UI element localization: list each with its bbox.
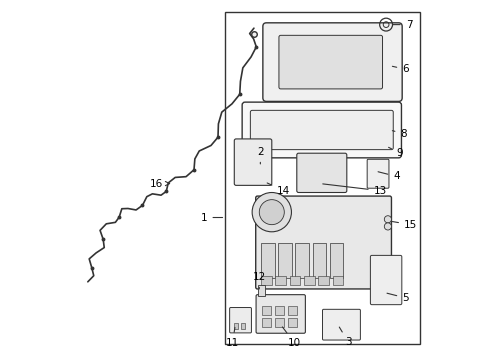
Bar — [330, 243, 343, 278]
Text: 13: 13 — [323, 184, 387, 196]
FancyBboxPatch shape — [279, 35, 383, 89]
Bar — [278, 243, 292, 278]
Text: 16: 16 — [149, 179, 170, 189]
Bar — [318, 276, 329, 285]
Text: 7: 7 — [392, 19, 413, 30]
Bar — [333, 276, 343, 285]
Bar — [262, 318, 271, 327]
Text: 3: 3 — [339, 327, 352, 347]
Bar — [261, 276, 272, 285]
FancyBboxPatch shape — [256, 196, 392, 289]
FancyBboxPatch shape — [250, 111, 393, 150]
Bar — [275, 318, 284, 327]
Bar — [234, 323, 238, 329]
Bar — [304, 276, 315, 285]
Bar — [288, 318, 297, 327]
Circle shape — [384, 216, 392, 223]
FancyBboxPatch shape — [297, 153, 347, 193]
Bar — [275, 306, 284, 315]
Text: 5: 5 — [387, 293, 409, 303]
Circle shape — [384, 223, 392, 230]
Text: 4: 4 — [378, 171, 400, 181]
Text: 14: 14 — [267, 183, 291, 196]
Text: 9: 9 — [389, 147, 403, 158]
Text: 1: 1 — [201, 212, 222, 222]
Bar — [241, 323, 245, 329]
FancyBboxPatch shape — [263, 23, 402, 102]
Text: 8: 8 — [392, 129, 407, 139]
FancyBboxPatch shape — [234, 139, 272, 185]
FancyBboxPatch shape — [370, 255, 402, 305]
Bar — [258, 285, 265, 296]
FancyBboxPatch shape — [367, 159, 389, 188]
FancyBboxPatch shape — [230, 307, 251, 333]
FancyBboxPatch shape — [322, 309, 360, 340]
Bar — [261, 243, 275, 278]
Bar — [290, 276, 300, 285]
FancyBboxPatch shape — [242, 102, 401, 158]
Text: 6: 6 — [392, 64, 409, 74]
FancyBboxPatch shape — [256, 295, 305, 333]
Text: 12: 12 — [253, 272, 266, 289]
Circle shape — [252, 193, 292, 232]
Bar — [295, 243, 309, 278]
Bar — [225, 12, 420, 344]
Bar — [262, 306, 271, 315]
Bar — [288, 306, 297, 315]
Bar — [313, 243, 326, 278]
Text: 15: 15 — [392, 220, 417, 230]
Text: 10: 10 — [282, 327, 301, 348]
Circle shape — [259, 200, 284, 225]
Text: 11: 11 — [226, 328, 239, 348]
Bar — [275, 276, 286, 285]
Text: 2: 2 — [257, 147, 264, 164]
